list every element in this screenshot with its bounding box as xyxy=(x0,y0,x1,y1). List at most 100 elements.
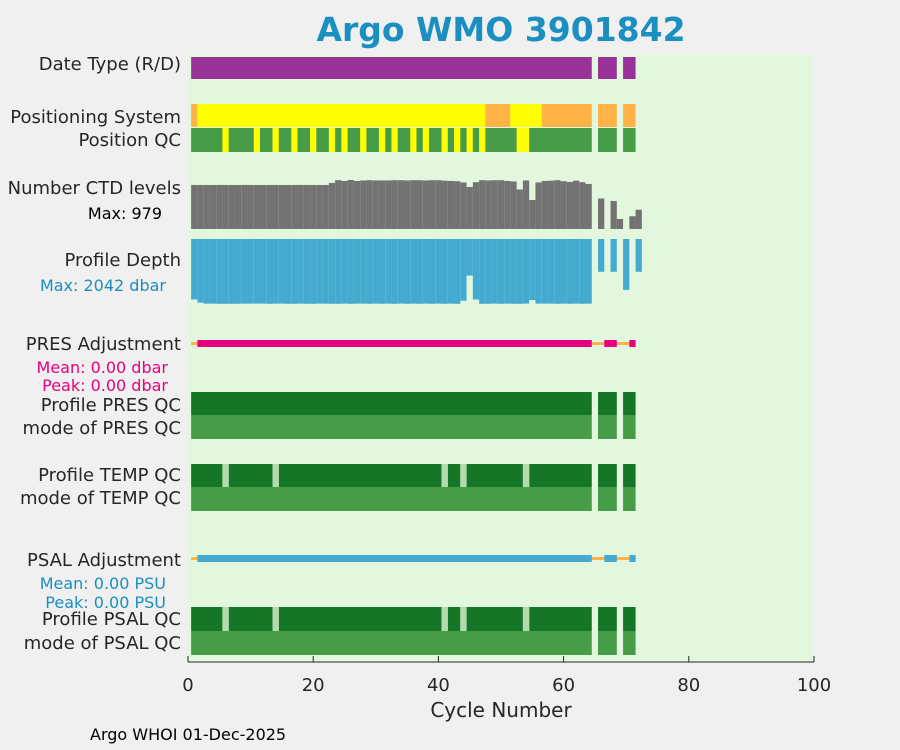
ctd-bar xyxy=(228,184,235,229)
depth-bar xyxy=(360,239,367,304)
position-qc-segment xyxy=(460,128,467,152)
depth-bar xyxy=(541,239,548,304)
chart-title: Argo WMO 3901842 xyxy=(316,10,686,49)
ctd-bar xyxy=(535,182,542,229)
psal-adjustment-bar xyxy=(197,555,592,562)
depth-bar xyxy=(466,239,473,276)
depth-bar xyxy=(385,239,392,304)
depth-bar xyxy=(234,239,242,304)
profile-temp-qc-partial xyxy=(460,464,467,487)
profile-temp-qc-partial xyxy=(222,464,229,487)
profile-temp-qc-segment xyxy=(529,464,592,487)
ctd-bar xyxy=(216,184,223,229)
pres-mean-label: Mean: 0.00 dbar xyxy=(37,358,169,377)
mode-temp-qc-segment xyxy=(623,487,636,511)
profile-psal-qc-segment xyxy=(278,607,442,631)
footer-credit: Argo WHOI 01-Dec-2025 xyxy=(90,725,287,744)
ctd-bar xyxy=(572,180,580,229)
ctd-bar xyxy=(441,180,448,229)
ctd-bar xyxy=(429,180,436,229)
pres-adjustment-bar xyxy=(197,340,592,347)
ctd-bar xyxy=(635,209,642,229)
ctd-bar xyxy=(234,184,242,229)
depth-bar xyxy=(316,239,323,304)
ctd-bar xyxy=(435,180,442,229)
depth-bar xyxy=(228,239,235,304)
profile-psal-qc-segment xyxy=(228,607,273,631)
mode-pres-qc-segment xyxy=(623,415,636,439)
depth-bar xyxy=(566,239,573,304)
ctd-bar xyxy=(316,184,323,229)
profile-depth-label: Profile Depth xyxy=(64,250,181,271)
depth-bar xyxy=(504,239,511,304)
profile-psal-qc-segment xyxy=(623,607,636,631)
profile-temp-qc-partial xyxy=(272,464,279,487)
position-qc-segment xyxy=(316,128,329,152)
depth-bar xyxy=(598,239,605,272)
depth-bar xyxy=(635,239,642,272)
position-qc-segment xyxy=(598,128,617,152)
depth-bar xyxy=(441,239,448,304)
position-qc-segment xyxy=(623,128,636,152)
ctd-bar xyxy=(353,180,361,229)
depth-bar xyxy=(322,239,329,304)
profile-temp-qc-segment xyxy=(466,464,523,487)
ctd-bar xyxy=(454,181,461,229)
depth-bar xyxy=(303,239,311,304)
depth-bar xyxy=(572,239,580,304)
depth-bar xyxy=(454,239,461,304)
ctd-bar xyxy=(266,184,273,229)
x-tick-label: 0 xyxy=(182,675,193,696)
depth-max-label: Max: 2042 dbar xyxy=(40,276,166,295)
depth-bar xyxy=(410,239,417,304)
ctd-bar xyxy=(247,184,254,229)
position-qc-segment xyxy=(259,128,273,152)
depth-bar xyxy=(560,239,567,304)
depth-bar xyxy=(222,239,229,304)
profile-temp-qc-segment xyxy=(228,464,273,487)
depth-bar xyxy=(623,239,630,290)
ctd-bar xyxy=(466,186,473,229)
positioning-segment xyxy=(598,104,617,127)
date-type-segment xyxy=(623,57,636,79)
ctd-bar xyxy=(616,218,624,229)
profile-psal-qc-segment xyxy=(191,607,223,631)
depth-bar xyxy=(535,239,542,304)
ctd-bar xyxy=(504,180,511,229)
psal-adjustment-bar xyxy=(604,555,617,562)
positioning-segment xyxy=(485,104,511,127)
x-tick-label: 100 xyxy=(797,675,831,696)
ctd-bar xyxy=(378,180,386,229)
profile-psal-qc-segment xyxy=(466,607,523,631)
ctd-max-label: Max: 979 xyxy=(88,204,162,223)
ctd-bar xyxy=(516,189,523,229)
ctd-bar xyxy=(241,184,248,229)
ctd-bar xyxy=(191,184,198,229)
depth-bar xyxy=(372,239,379,304)
depth-bar xyxy=(378,239,386,304)
depth-bar xyxy=(247,239,254,304)
ctd-bar xyxy=(541,180,548,229)
depth-bar xyxy=(429,239,436,304)
position-qc-segment xyxy=(191,128,223,152)
profile-pres-qc-segment xyxy=(598,392,617,415)
profile-temp-qc-segment xyxy=(598,464,617,487)
depth-bar xyxy=(366,239,373,304)
psal-adjustment-label: PSAL Adjustment xyxy=(27,550,181,571)
depth-bar xyxy=(610,239,617,272)
profile-psal-qc-partial xyxy=(460,607,467,631)
profile-temp-qc-segment xyxy=(447,464,461,487)
x-axis: 0 20 40 60 80 100 xyxy=(182,656,831,696)
depth-bar xyxy=(579,239,586,304)
ctd-bar xyxy=(385,180,392,229)
ctd-bar xyxy=(629,216,636,229)
ctd-bar xyxy=(310,184,317,229)
depth-bar xyxy=(310,239,317,304)
profile-pres-qc-label: Profile PRES QC xyxy=(41,395,181,416)
depth-bar xyxy=(209,239,217,304)
ctd-bar xyxy=(579,182,586,229)
position-qc-segment xyxy=(429,128,442,152)
depth-bar xyxy=(497,239,505,304)
depth-bar xyxy=(479,239,486,304)
